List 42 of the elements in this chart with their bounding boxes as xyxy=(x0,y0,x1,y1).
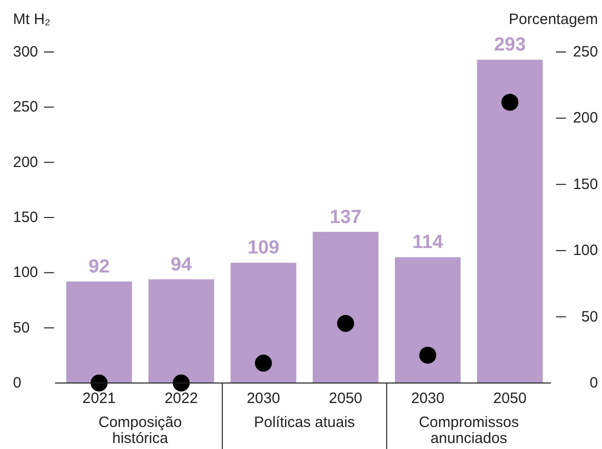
bar xyxy=(477,60,543,383)
y2-tick-label: 50 xyxy=(581,308,598,326)
point xyxy=(337,314,354,332)
text: Políticas atuais xyxy=(254,414,355,431)
data-label: 114 xyxy=(412,232,444,254)
x-tick-label: 2021 xyxy=(82,390,116,407)
y-axis-title: Mt H₂ xyxy=(13,11,51,28)
y-tick-label: 150 xyxy=(13,209,38,226)
y-tick-label: 100 xyxy=(13,264,38,282)
bar xyxy=(394,257,461,383)
data-label: 92 xyxy=(88,256,110,278)
data-label: 137 xyxy=(330,206,362,228)
bar xyxy=(230,262,296,383)
y2-tick-label: 0 xyxy=(590,374,598,392)
y-tick-label: 250 xyxy=(13,98,38,116)
x-tick-label: 2050 xyxy=(328,390,362,407)
y2-tick-label: 250 xyxy=(572,44,598,60)
point xyxy=(254,354,272,372)
point xyxy=(419,346,436,364)
text: Composição histórica xyxy=(98,414,182,447)
point xyxy=(501,94,518,111)
point xyxy=(172,374,190,392)
y-tick-label: 0 xyxy=(13,374,22,392)
x-tick-label: 2030 xyxy=(411,390,444,407)
y-tick-label: 50 xyxy=(13,319,30,336)
data-label: 293 xyxy=(494,34,526,56)
bar xyxy=(66,281,132,383)
text: Compromissos anunciados xyxy=(418,414,519,447)
x-tick-label: 2030 xyxy=(246,390,280,407)
point xyxy=(90,374,108,392)
y2-tick-label: 200 xyxy=(572,110,598,127)
y2-axis-title: Porcentagem xyxy=(508,11,598,28)
bar xyxy=(148,279,214,383)
x-tick-label: 2050 xyxy=(493,390,527,407)
y2-tick-label: 150 xyxy=(572,176,598,193)
x-tick-label: 2022 xyxy=(164,390,198,407)
y-tick-label: 300 xyxy=(13,44,38,60)
data-label: 94 xyxy=(170,254,192,276)
y-tick-label: 200 xyxy=(13,154,38,171)
bar xyxy=(312,232,378,383)
y2-tick-label: 100 xyxy=(572,242,598,260)
data-label: 109 xyxy=(248,238,280,259)
